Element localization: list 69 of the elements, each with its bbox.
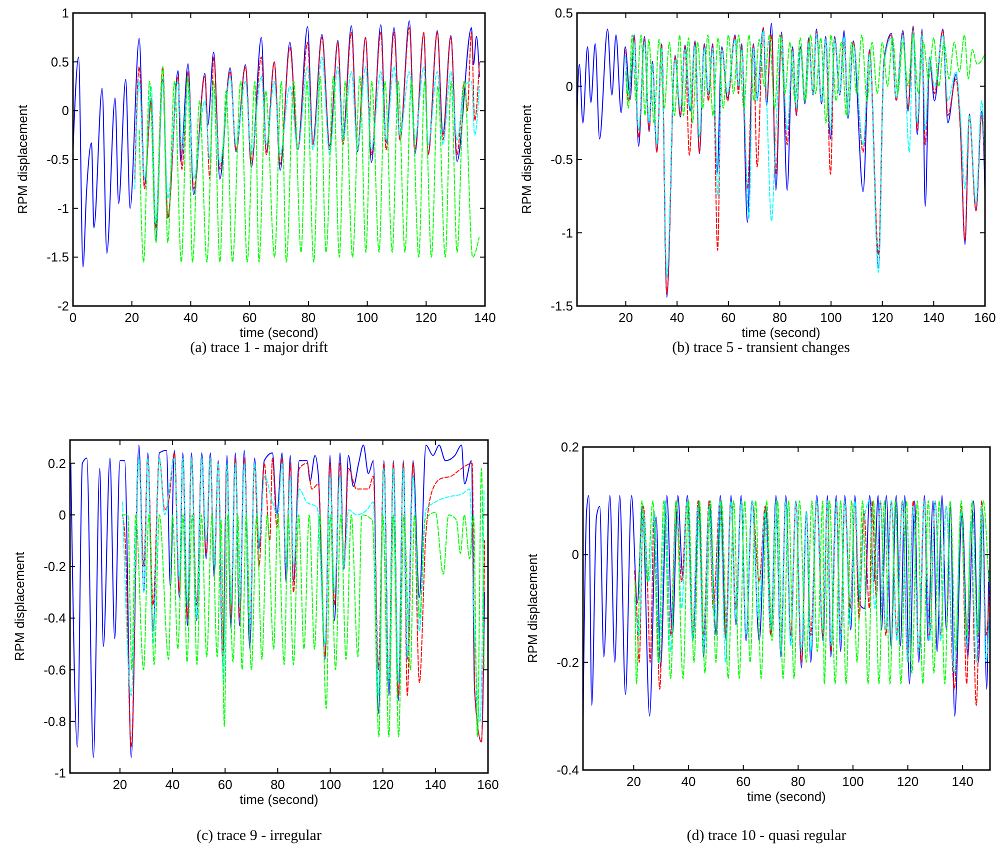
x-tick-label: 120 (872, 310, 894, 325)
y-axis-title: RPM displacement (15, 104, 30, 214)
x-tick-label: 40 (681, 774, 696, 789)
y-tick-label: -1.5 (46, 250, 69, 265)
y-tick-label: -2 (57, 298, 69, 314)
y-tick-label: -0.6 (44, 662, 66, 678)
x-tick-label: 20 (124, 310, 140, 325)
x-tick-label: 40 (183, 310, 198, 325)
y-tick-label: -0.4 (556, 762, 579, 778)
y-tick-label: -0.2 (556, 654, 579, 670)
y-tick-label: -0.5 (46, 152, 69, 168)
x-tick-label: 120 (372, 777, 394, 792)
line-series (625, 34, 985, 124)
x-tick-label: 140 (424, 777, 446, 792)
y-tick-label: -0.4 (44, 610, 66, 626)
x-tick-label: 40 (165, 777, 180, 792)
y-tick-label: 0 (572, 547, 579, 562)
x-tick-label: 160 (477, 777, 499, 792)
text: (b) trace 5 - transient changes (672, 340, 850, 356)
x-axis-title: time (second) (240, 792, 318, 807)
y-tick-label: -0.5 (550, 152, 573, 168)
x-tick-label: 100 (356, 310, 378, 325)
y-tick-label: 0.2 (560, 440, 579, 455)
text: (c) trace 9 - irregular (196, 828, 322, 844)
y-tick-label: 1 (62, 6, 69, 21)
y-tick-label: 0 (58, 507, 66, 522)
x-tick-label: 120 (896, 774, 919, 789)
x-tick-label: 20 (112, 777, 128, 792)
y-tick-label: -0.2 (44, 559, 66, 574)
y-tick-label: -0.8 (44, 714, 66, 729)
x-axis-title: time (second) (240, 325, 318, 340)
x-axis-title: time (second) (742, 325, 820, 340)
x-tick-label: 120 (415, 310, 437, 325)
text: (d) trace 10 - quasi regular (686, 828, 846, 844)
y-tick-label: 0 (566, 78, 573, 94)
y-axis-title: RPM displacement (519, 104, 534, 214)
x-tick-label: 80 (301, 310, 316, 325)
x-tick-label: 140 (952, 774, 974, 789)
y-tick-label: 0.2 (48, 456, 66, 471)
y-tick-label: -1.5 (550, 298, 573, 314)
y-tick-label: -1 (57, 200, 69, 216)
x-tick-label: 60 (242, 310, 257, 325)
x-tick-label: 60 (736, 774, 751, 789)
x-tick-label: 20 (626, 774, 641, 789)
x-tick-label: 60 (721, 310, 736, 325)
x-axis-title: time (second) (747, 789, 826, 804)
x-tick-label: 60 (218, 777, 232, 792)
line-series (134, 56, 480, 224)
y-tick-label: 0 (62, 103, 69, 118)
line-series (138, 66, 480, 263)
x-tick-label: 140 (922, 310, 945, 325)
y-tick-label: -1 (54, 766, 66, 781)
x-tick-label: 100 (820, 310, 842, 325)
y-axis-title: RPM displacement (12, 552, 27, 662)
y-tick-label: -1 (561, 225, 573, 240)
x-tick-label: 80 (270, 777, 285, 792)
x-tick-label: 80 (790, 774, 806, 789)
line-series (134, 27, 480, 228)
x-tick-label: 40 (670, 310, 684, 325)
x-tick-label: 20 (618, 310, 633, 325)
y-axis-title: RPM displacement (525, 554, 540, 664)
y-tick-label: 0.5 (554, 6, 573, 21)
x-tick-label: 100 (842, 774, 864, 789)
x-tick-label: 160 (974, 310, 996, 325)
x-tick-label: 80 (772, 310, 787, 325)
text: (a) trace 1 - major drift (190, 340, 329, 356)
x-tick-label: 140 (474, 310, 496, 325)
y-tick-label: 0.5 (50, 54, 69, 70)
x-tick-label: 100 (319, 777, 342, 792)
